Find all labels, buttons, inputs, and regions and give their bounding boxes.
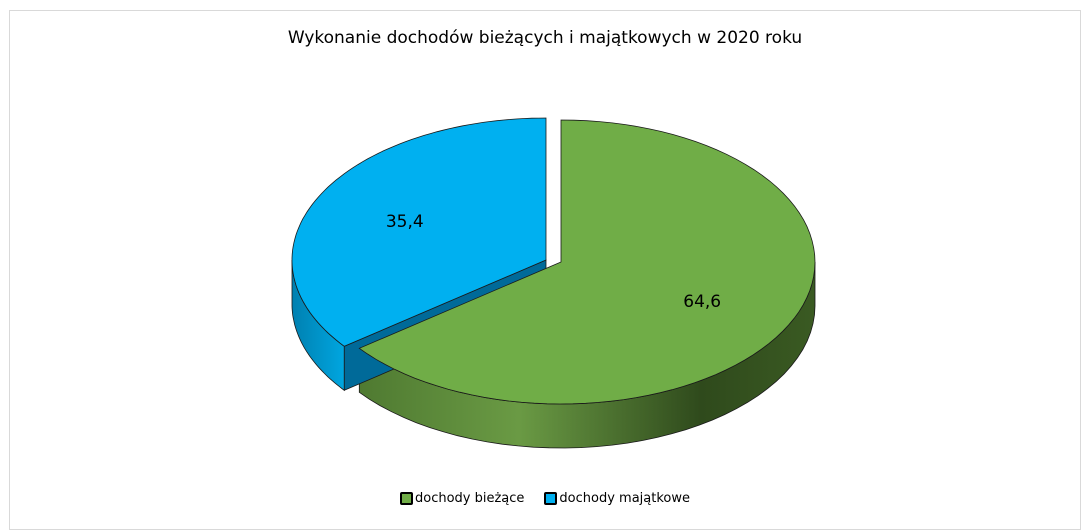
legend-label-biezace: dochody bieżące	[415, 491, 525, 506]
legend-swatch-majatkowe	[544, 492, 558, 505]
legend-swatch-biezace	[400, 492, 413, 505]
slice-top-majatkowe	[291, 117, 547, 347]
chart-title: Wykonanie dochodów bieżących i majątkowy…	[287, 28, 803, 48]
legend-item-majatkowe: dochody majątkowe	[544, 491, 690, 506]
chart-legend: dochody bieżące dochody majątkowe	[0, 491, 1090, 506]
legend-item-biezace: dochody bieżące	[400, 491, 524, 506]
legend-label-majatkowe: dochody majątkowe	[559, 491, 690, 506]
data-label-biezace: 64,6	[683, 292, 721, 312]
data-label-majatkowe: 35,4	[386, 212, 424, 232]
slice-top-biezace	[358, 119, 816, 405]
